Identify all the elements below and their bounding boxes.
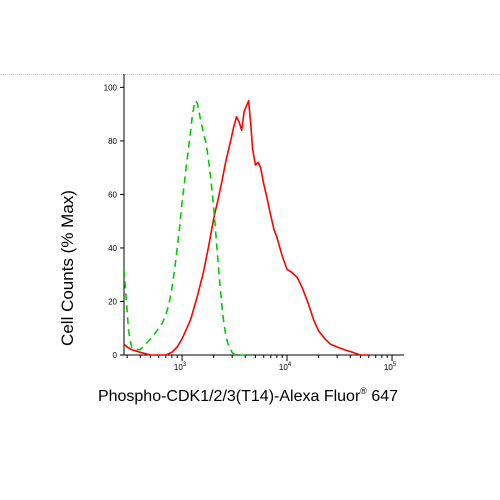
x-axis-label-main: Phospho-CDK1/2/3(T14)-Alexa Fluor [98, 388, 361, 405]
y-ticks-group: 0 20 40 60 80 100 [104, 83, 124, 360]
y-tick-label: 0 [113, 351, 118, 360]
y-tick-label: 20 [108, 297, 117, 306]
sample-histogram [124, 100, 369, 356]
y-tick-label: 100 [104, 83, 118, 92]
y-tick-label: 80 [108, 137, 117, 146]
x-tick-label: 105 [384, 362, 397, 372]
x-axis-label: Phospho-CDK1/2/3(T14)-Alexa Fluor® 647 [98, 386, 398, 405]
x-ticks-group: 103 104 105 [126, 355, 397, 372]
y-axis-label: Cell Counts (% Max) [58, 190, 77, 346]
y-tick-label: 60 [108, 190, 117, 199]
series-group [124, 100, 369, 356]
dotted-separator [0, 74, 500, 75]
isotype-control-histogram [124, 100, 246, 356]
x-axis-label-suffix: 647 [367, 388, 398, 405]
x-tick-label: 103 [174, 362, 187, 372]
x-tick-label: 104 [279, 362, 292, 372]
y-tick-label: 40 [108, 244, 117, 253]
registered-mark: ® [360, 386, 367, 396]
